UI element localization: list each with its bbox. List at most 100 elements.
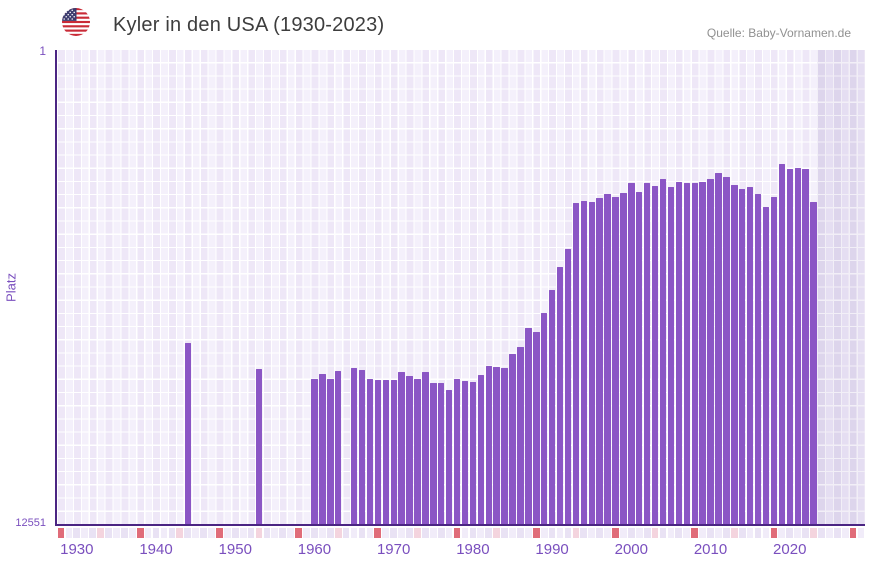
bar-2001[interactable] xyxy=(636,191,643,525)
timeline-strip-cell xyxy=(461,527,469,538)
timeline-strip-cell xyxy=(746,527,754,538)
bar-2006[interactable] xyxy=(675,182,683,525)
bar-1984[interactable] xyxy=(501,368,508,525)
timeline-strip-cell xyxy=(635,527,643,538)
bar-1969[interactable] xyxy=(382,380,389,525)
bar-2012[interactable] xyxy=(723,177,730,525)
timeline-strip-cell xyxy=(477,527,485,538)
bar-2015[interactable] xyxy=(746,187,754,525)
timeline-strip-cell xyxy=(279,527,287,538)
timeline-strip-cell xyxy=(627,527,635,538)
timeline-strip-cell xyxy=(287,527,295,538)
bar-2005[interactable] xyxy=(667,187,675,525)
bar-2000[interactable] xyxy=(628,183,635,525)
timeline-strip-cell xyxy=(778,527,786,538)
bar-1944[interactable] xyxy=(184,342,191,525)
x-axis-line xyxy=(55,524,865,527)
bar-2002[interactable] xyxy=(643,182,651,525)
bar-2013[interactable] xyxy=(731,185,738,525)
timeline-strip-cell xyxy=(548,527,556,538)
bar-2019[interactable] xyxy=(778,164,786,525)
bar-2016[interactable] xyxy=(754,193,762,525)
bar-1971[interactable] xyxy=(398,372,405,525)
bar-1963[interactable] xyxy=(335,370,342,525)
bar-1983[interactable] xyxy=(493,366,500,525)
bar-2007[interactable] xyxy=(683,183,690,525)
timeline-strip-cell xyxy=(65,527,73,538)
bar-1995[interactable] xyxy=(588,202,595,525)
bar-2018[interactable] xyxy=(770,196,778,525)
bar-1966[interactable] xyxy=(358,370,366,525)
timeline-strip-cell xyxy=(683,527,691,538)
bar-1993[interactable] xyxy=(572,203,580,525)
bar-1992[interactable] xyxy=(564,249,572,525)
bar-1960[interactable] xyxy=(311,378,318,525)
timeline-strip-cell xyxy=(73,527,81,538)
timeline-strip-cell xyxy=(564,527,572,538)
bar-1980[interactable] xyxy=(469,381,477,525)
bar-2011[interactable] xyxy=(715,173,722,525)
bar-1967[interactable] xyxy=(366,378,374,525)
bar-1974[interactable] xyxy=(422,372,429,525)
timeline-strip-cell xyxy=(374,527,382,538)
bar-1994[interactable] xyxy=(580,200,588,525)
bar-1968[interactable] xyxy=(374,380,382,525)
timeline-strip-cell xyxy=(57,527,65,538)
bar-1996[interactable] xyxy=(596,198,603,525)
bar-2004[interactable] xyxy=(659,179,667,525)
bar-1961[interactable] xyxy=(319,373,326,525)
bar-1991[interactable] xyxy=(556,267,564,525)
timeline-strip-cell xyxy=(493,527,500,538)
bar-1999[interactable] xyxy=(620,192,627,525)
timeline-strip-cell xyxy=(271,527,279,538)
timeline-strip-cell xyxy=(802,527,809,538)
bar-1982[interactable] xyxy=(485,365,492,525)
timeline-strip-cell xyxy=(168,527,176,538)
bar-1975[interactable] xyxy=(430,383,437,525)
bar-2009[interactable] xyxy=(699,182,706,525)
bar-1990[interactable] xyxy=(548,289,556,525)
bar-1973[interactable] xyxy=(414,379,421,525)
bar-1977[interactable] xyxy=(445,389,453,525)
bar-1978[interactable] xyxy=(453,378,461,525)
bar-1979[interactable] xyxy=(461,380,469,525)
bar-1986[interactable] xyxy=(517,346,524,525)
bar-1988[interactable] xyxy=(533,331,540,525)
bar-2003[interactable] xyxy=(651,185,659,525)
bar-1981[interactable] xyxy=(477,374,485,525)
bar-2008[interactable] xyxy=(691,183,698,525)
bar-2014[interactable] xyxy=(739,189,746,525)
x-tick-2020: 2020 xyxy=(773,541,807,558)
bar-1997[interactable] xyxy=(604,194,611,525)
bar-1970[interactable] xyxy=(390,380,397,525)
timeline-strip-cell xyxy=(334,527,342,538)
bar-1985[interactable] xyxy=(509,353,516,525)
timeline-strip-cell xyxy=(762,527,770,538)
us-flag-icon xyxy=(62,8,90,36)
bar-1976[interactable] xyxy=(438,382,445,525)
bar-2010[interactable] xyxy=(707,178,714,525)
page-title: Kyler in den USA (1930-2023) xyxy=(113,14,385,36)
timeline-strip-cell xyxy=(326,527,334,538)
bar-2021[interactable] xyxy=(794,168,801,525)
timeline-strip-cell xyxy=(105,527,112,538)
timeline-strip-cell xyxy=(509,527,516,538)
bar-1962[interactable] xyxy=(327,379,334,525)
bar-2023[interactable] xyxy=(810,201,817,525)
bar-1989[interactable] xyxy=(541,312,548,525)
bar-1972[interactable] xyxy=(406,376,413,525)
timeline-strip-cell xyxy=(184,527,192,538)
bar-1998[interactable] xyxy=(612,196,619,525)
timeline-strip-cell xyxy=(311,527,318,538)
bar-2017[interactable] xyxy=(762,206,770,525)
bar-2022[interactable] xyxy=(802,169,809,525)
timeline-strip-cell xyxy=(715,527,722,538)
x-tick-2000: 2000 xyxy=(614,541,648,558)
timeline-strip-cell xyxy=(445,527,453,538)
bar-1987[interactable] xyxy=(525,327,532,525)
timeline-strip-cell xyxy=(659,527,667,538)
bar-1965[interactable] xyxy=(350,367,358,525)
bar-1953[interactable] xyxy=(255,369,263,525)
timeline-strip-cell xyxy=(532,527,540,538)
bar-2020[interactable] xyxy=(786,169,793,525)
